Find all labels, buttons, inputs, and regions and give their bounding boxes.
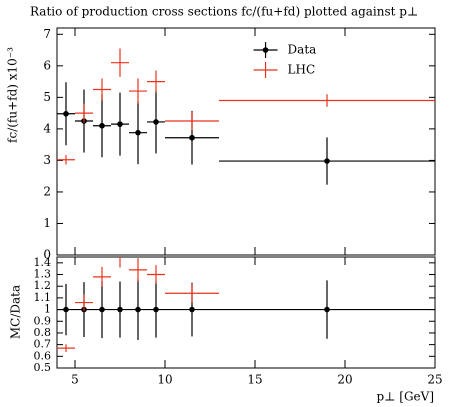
y-tick-label: 0.8 bbox=[34, 326, 52, 339]
y-tick-label: 0 bbox=[43, 248, 51, 262]
plot-area bbox=[57, 48, 435, 185]
y-tick-label: 0.5 bbox=[34, 361, 52, 374]
y-tick-label: 1.3 bbox=[34, 268, 52, 281]
x-axis-label: p⊥ [GeV] bbox=[377, 390, 435, 404]
chart-title: Ratio of production cross sections fc/(f… bbox=[30, 5, 418, 19]
y-tick-label: 0.6 bbox=[34, 349, 52, 362]
data-point bbox=[135, 129, 141, 136]
y-tick-label: 1 bbox=[44, 303, 51, 316]
y-tick-label: 7 bbox=[43, 27, 51, 41]
y-tick-label: 2 bbox=[43, 184, 51, 198]
x-tick-label: 10 bbox=[157, 373, 172, 387]
data-point bbox=[99, 306, 105, 313]
data-point bbox=[324, 158, 330, 164]
data-point bbox=[117, 306, 123, 313]
y-axis-label: fc/(fu+fd) x10⁻³ bbox=[6, 47, 20, 143]
y-tick-label: 4 bbox=[43, 121, 51, 135]
data-point bbox=[135, 306, 141, 313]
y-tick-label: 1 bbox=[43, 216, 51, 230]
y-tick-label: 5 bbox=[43, 90, 51, 104]
y-tick-label: 0.9 bbox=[34, 314, 52, 327]
legend-swatch bbox=[262, 47, 269, 53]
data-point bbox=[99, 122, 105, 129]
data-point bbox=[117, 121, 123, 127]
data-point bbox=[189, 134, 195, 141]
y-tick-label: 1.2 bbox=[34, 279, 52, 292]
legend-label: LHC bbox=[288, 63, 316, 77]
plot-area bbox=[57, 257, 435, 352]
x-tick-label: 20 bbox=[337, 373, 352, 387]
plot-frame bbox=[56, 27, 436, 256]
x-tick-label: 15 bbox=[247, 373, 262, 387]
y-tick-label: 3 bbox=[43, 153, 51, 167]
y-tick-label: 6 bbox=[43, 58, 51, 72]
data-point bbox=[153, 119, 159, 125]
data-point bbox=[63, 110, 69, 117]
data-point bbox=[189, 306, 195, 313]
legend-label: Data bbox=[288, 43, 317, 57]
x-tick-label: 5 bbox=[71, 373, 79, 387]
data-point bbox=[324, 306, 330, 313]
y-tick-label: 1.4 bbox=[34, 256, 52, 269]
data-point bbox=[63, 306, 69, 313]
plot-frame bbox=[56, 256, 436, 369]
y-axis-label: MC/Data bbox=[9, 285, 23, 339]
y-tick-label: 0.7 bbox=[34, 338, 52, 351]
data-point bbox=[153, 306, 159, 313]
y-tick-label: 1.1 bbox=[34, 291, 52, 304]
x-tick-label: 25 bbox=[427, 373, 442, 387]
